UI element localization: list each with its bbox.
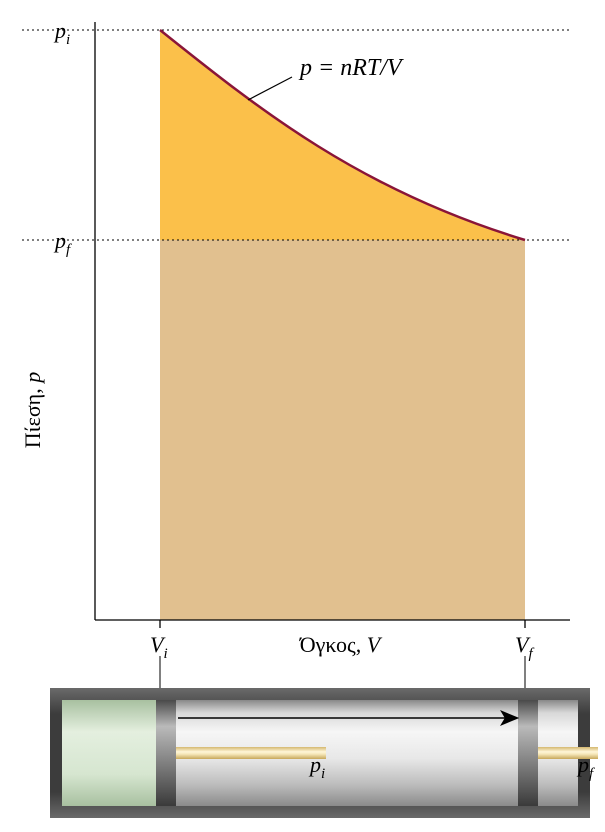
equation-leader — [248, 77, 292, 100]
xtick-vi: Vi — [150, 632, 168, 662]
ytick-pi: pi — [53, 18, 70, 48]
gas-region — [62, 700, 156, 806]
x-axis-label: Όγκος, V — [299, 632, 383, 657]
work-area-lower — [160, 240, 525, 620]
equation-label: p = nRT/V — [298, 55, 404, 81]
rod-initial — [176, 747, 326, 759]
rod-final — [538, 747, 598, 759]
figure-svg: p = nRT/V pi pf Vi Vf Όγκος, V Πίεση, p — [0, 0, 605, 832]
piston-diagram: pi pf — [50, 688, 598, 818]
pv-chart: p = nRT/V pi pf Vi Vf Όγκος, V Πίεση, p — [20, 18, 570, 662]
figure-container: p = nRT/V pi pf Vi Vf Όγκος, V Πίεση, p — [0, 0, 605, 832]
y-axis-label: Πίεση, p — [20, 372, 45, 448]
ytick-pf: pf — [53, 228, 72, 258]
piston-initial — [156, 700, 176, 806]
piston-final — [518, 700, 538, 806]
